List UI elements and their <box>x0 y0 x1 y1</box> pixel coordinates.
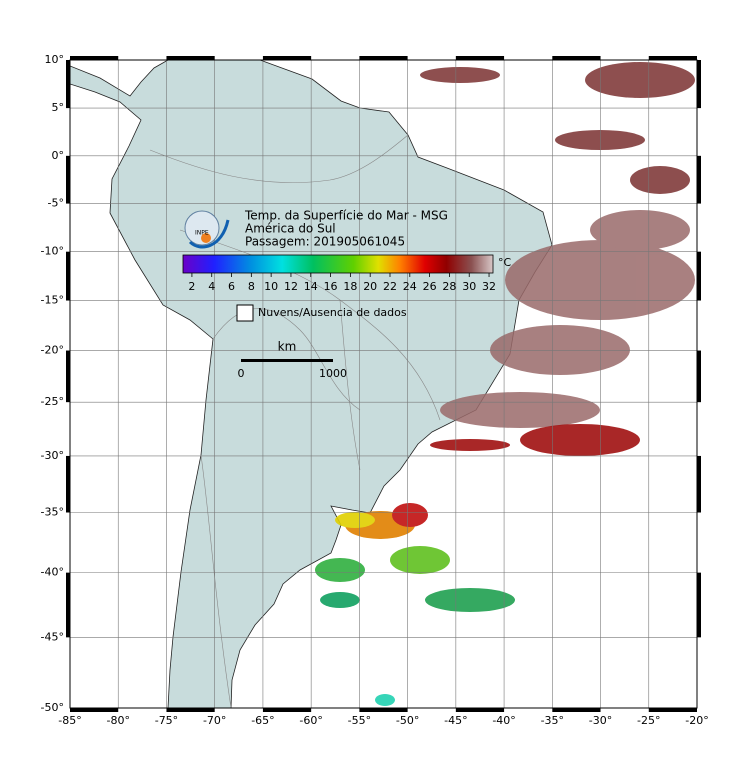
frame-segment <box>359 708 408 712</box>
frame-segment <box>66 455 70 513</box>
colorbar-label: 24 <box>403 280 417 293</box>
frame-segment <box>648 56 697 60</box>
frame-segment <box>697 60 701 109</box>
colorbar-label: 10 <box>264 280 278 293</box>
graticule <box>70 60 697 708</box>
colorbar-label: 30 <box>462 280 476 293</box>
x-tick-label: -45° <box>444 714 467 727</box>
frame-segment <box>697 155 701 204</box>
y-tick-label: -50° <box>41 701 64 714</box>
map-area <box>70 60 697 708</box>
y-tick-label: -35° <box>41 505 64 518</box>
frame-segment <box>455 56 505 60</box>
x-tick-label: -75° <box>155 714 178 727</box>
x-tick-label: -85° <box>58 714 81 727</box>
x-tick-label: -50° <box>396 714 419 727</box>
colorbar-label: 26 <box>423 280 437 293</box>
y-tick-label: -30° <box>41 449 64 462</box>
scale-bar: km 0 1000 <box>238 340 348 381</box>
colorbar-label: 32 <box>482 280 496 293</box>
y-tick-label: 5° <box>52 101 65 114</box>
title-line: América do Sul <box>245 222 336 236</box>
y-tick-label: 0° <box>52 149 65 162</box>
colorbar-label: 22 <box>383 280 397 293</box>
colorbar-label: 14 <box>304 280 318 293</box>
frame-segment <box>359 56 408 60</box>
frame-segment <box>697 350 701 403</box>
frame-segment <box>70 708 119 712</box>
x-tick-label: -55° <box>348 714 371 727</box>
y-tick-label: -20° <box>41 344 64 357</box>
logo-sun <box>201 233 211 243</box>
frame-segment <box>262 56 312 60</box>
y-tick-label: -5° <box>48 197 64 210</box>
colorbar-label: 8 <box>248 280 255 293</box>
legend-label: Nuvens/Ausencia de dados <box>258 306 407 319</box>
frame-segment <box>166 56 215 60</box>
x-tick-label: -70° <box>203 714 226 727</box>
title-line: Temp. da Superfície do Mar - MSG <box>244 209 448 223</box>
colorbar-label: 2 <box>188 280 195 293</box>
colorbar-label: 20 <box>363 280 377 293</box>
frame-segment <box>552 708 601 712</box>
x-tick-label: -25° <box>637 714 660 727</box>
x-tick-label: -30° <box>589 714 612 727</box>
x-tick-label: -40° <box>492 714 515 727</box>
frame-segment <box>66 251 70 301</box>
frame-segment <box>697 251 701 301</box>
title-line: Passagem: 201905061045 <box>245 235 405 249</box>
colorbar-label: 6 <box>228 280 235 293</box>
scale-label: 1000 <box>319 367 347 380</box>
y-tick-label: -10° <box>41 245 64 258</box>
frame-segment <box>648 708 697 712</box>
scale-unit: km <box>278 340 297 354</box>
x-tick-label: -65° <box>251 714 274 727</box>
x-tick-label: -60° <box>299 714 322 727</box>
frame-segment <box>455 708 505 712</box>
legend-swatch <box>236 304 254 322</box>
logo-arrow <box>188 219 230 249</box>
scale-label: 0 <box>238 367 245 380</box>
colorbar-label: 4 <box>208 280 215 293</box>
logo-text: INPE <box>195 230 209 237</box>
x-tick-label: -35° <box>541 714 564 727</box>
colorbar-label: 28 <box>442 280 456 293</box>
y-tick-label: -15° <box>41 294 64 307</box>
frame-segment <box>552 56 601 60</box>
colorbar-label: 16 <box>324 280 338 293</box>
frame-segment <box>262 708 312 712</box>
frame-segment <box>697 455 701 513</box>
frame-segment <box>66 60 70 109</box>
frame-segment <box>166 708 215 712</box>
x-tick-label: -80° <box>106 714 129 727</box>
title-block: INPE Temp. da Superfície do Mar - MSG Am… <box>184 209 448 249</box>
frame-segment <box>70 56 119 60</box>
frame-segment <box>66 350 70 403</box>
frame-segment <box>697 572 701 638</box>
y-tick-label: -45° <box>41 630 64 643</box>
colorbar-unit: °C <box>498 256 512 269</box>
colorbar <box>182 254 494 274</box>
colorbar-label: 18 <box>343 280 357 293</box>
y-tick-label: -25° <box>41 395 64 408</box>
y-tick-label: 10° <box>45 53 65 66</box>
x-tick-label: -20° <box>685 714 708 727</box>
colorbar-label: 12 <box>284 280 298 293</box>
scale-bar-line <box>241 359 333 362</box>
y-tick-label: -40° <box>41 566 64 579</box>
frame-segment <box>66 155 70 204</box>
frame-segment <box>66 572 70 638</box>
